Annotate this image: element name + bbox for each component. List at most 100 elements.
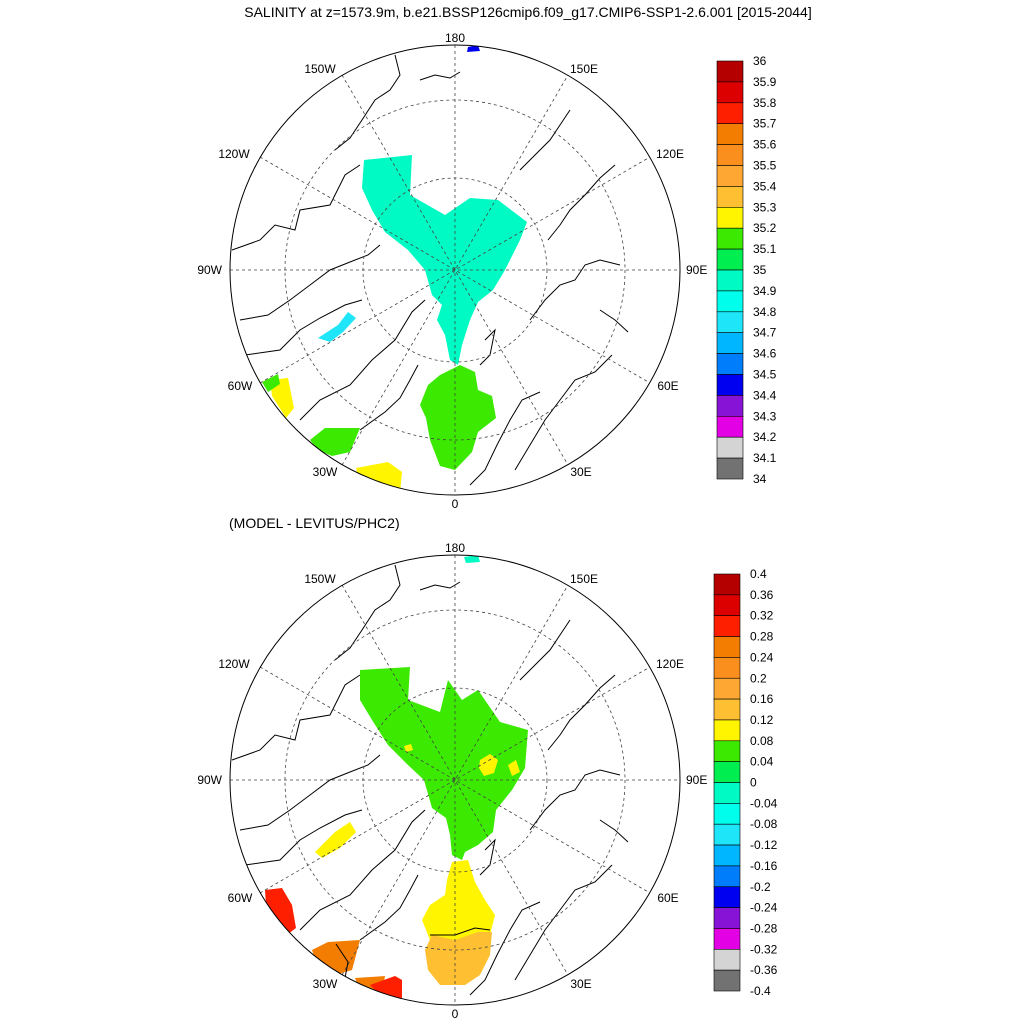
lon-label-30w: 30W <box>313 977 338 991</box>
baffin-bay-diff-field <box>315 822 356 858</box>
salinity-colorbar-swatch <box>716 353 744 375</box>
lon-label-60e: 60E <box>657 379 678 393</box>
salinity-colorbar-tick-label: 35.9 <box>753 75 777 89</box>
difference-colorbar-swatch <box>713 823 741 846</box>
salinity-colorbar-tick-label: 34.6 <box>753 347 777 361</box>
lon-label-150e: 150E <box>570 62 598 76</box>
positive-anomaly-patch <box>479 754 498 776</box>
salinity-colorbar-tick-label: 35.8 <box>753 96 777 110</box>
lon-label-180: 180 <box>445 31 465 45</box>
coastlines <box>231 564 629 996</box>
graticule <box>230 555 680 1005</box>
lon-label-30w: 30W <box>313 465 338 479</box>
salinity-colorbar-tick-label: 35.4 <box>753 179 777 193</box>
lon-label-120w: 120W <box>218 657 250 671</box>
lon-label-60e: 60E <box>657 891 678 905</box>
salinity-colorbar-swatch <box>716 227 744 250</box>
salinity-colorbar-swatch <box>716 332 744 354</box>
lon-label-90e: 90E <box>686 263 707 277</box>
lon-label-0: 0 <box>452 497 459 511</box>
difference-colorbar-swatch <box>713 948 741 971</box>
lon-label-150w: 150W <box>304 572 336 586</box>
nordic-seas-diff-field <box>422 860 495 950</box>
arctic-basin-field <box>362 155 527 365</box>
bering-strait-field <box>467 45 480 52</box>
difference-colorbar-tick-label: 0 <box>750 776 757 790</box>
difference-colorbar-swatch <box>713 782 741 804</box>
difference-colorbar-swatch <box>713 803 741 825</box>
difference-colorbar-swatch <box>713 719 741 742</box>
positive-anomaly-patch-east <box>508 760 520 776</box>
salinity-colorbar-swatch <box>716 248 744 271</box>
difference-colorbar-swatch <box>713 636 741 658</box>
difference-colorbar-swatch <box>713 573 741 596</box>
salinity-colorbar-tick-label: 34.5 <box>753 368 777 382</box>
difference-colorbar-swatch <box>713 740 741 762</box>
salinity-colorbar-tick-label: 34.7 <box>753 326 777 340</box>
map-boundary <box>229 554 681 1006</box>
salinity-colorbar-swatch <box>716 123 744 145</box>
salinity-colorbar-swatch <box>716 269 744 292</box>
difference-colorbar-swatch <box>713 907 741 929</box>
salinity-colorbar-tick-label: 35.3 <box>753 200 777 214</box>
difference-colorbar: 0.4 0.36 0.32 0.28 0.24 0.2 0.16 0.12 0.08 0.04 0 -… <box>713 567 778 998</box>
difference-colorbar-tick-label: 0.12 <box>750 713 774 727</box>
lon-label-60w: 60W <box>228 891 253 905</box>
difference-colorbar-tick-label: -0.12 <box>750 838 778 852</box>
difference-colorbar-swatch <box>713 677 741 700</box>
salinity-colorbar-swatch <box>716 290 744 313</box>
lon-label-180: 180 <box>445 541 465 555</box>
salinity-colorbar-tick-label: 35.7 <box>753 117 777 131</box>
difference-colorbar-tick-label: -0.28 <box>750 921 778 935</box>
difference-colorbar-swatch <box>713 761 741 783</box>
salinity-colorbar-swatch <box>716 457 744 480</box>
salinity-colorbar-swatch <box>716 415 744 438</box>
nordic-seas-lower-diff-field <box>425 932 492 985</box>
salinity-colorbar-tick-label: 35.5 <box>753 159 777 173</box>
irminger-sea-diff-field <box>312 940 360 975</box>
salinity-colorbar-swatch <box>716 436 744 459</box>
salinity-colorbar-swatch <box>716 60 744 83</box>
lon-label-0: 0 <box>452 1007 459 1021</box>
difference-colorbar-tick-label: -0.2 <box>750 880 771 894</box>
difference-colorbar-tick-label: 0.08 <box>750 734 774 748</box>
salinity-colorbar-tick-label: 34.9 <box>753 284 777 298</box>
baffin-bay-field <box>318 312 356 342</box>
salinity-colorbar-swatch <box>716 102 744 125</box>
salinity-colorbar-swatch <box>716 395 744 417</box>
salinity-colorbar-swatch <box>716 374 744 396</box>
salinity-map: 180 0 90W 90E 150W 150E 120W 120E 60W 60… <box>197 31 707 511</box>
lon-label-30e: 30E <box>570 465 591 479</box>
difference-colorbar-swatch <box>713 969 741 992</box>
iceland-basin-red-field <box>370 976 402 1000</box>
salinity-colorbar-swatch <box>716 186 744 208</box>
labrador-sea-edge-field <box>262 374 280 392</box>
salinity-colorbar-tick-label: 35 <box>753 263 767 277</box>
salinity-colorbar: 36 35.9 35.8 35.7 35.6 35.5 35.4 35.3 35.2 35.1 35… <box>716 54 777 486</box>
salinity-colorbar-tick-label: 35.2 <box>753 221 777 235</box>
lon-label-90e: 90E <box>686 773 707 787</box>
map-boundary <box>229 44 681 496</box>
fram-strait-field <box>420 365 496 470</box>
lon-label-120e: 120E <box>656 657 684 671</box>
salinity-colorbar-swatch <box>716 144 744 166</box>
salinity-colorbar-tick-label: 35.1 <box>753 242 777 256</box>
difference-colorbar-tick-label: -0.16 <box>750 859 778 873</box>
difference-colorbar-swatch <box>713 615 741 637</box>
irminger-sea-field <box>310 428 360 456</box>
salinity-colorbar-tick-label: 34.2 <box>753 430 777 444</box>
lon-label-60w: 60W <box>228 379 253 393</box>
difference-colorbar-tick-label: -0.32 <box>750 942 778 956</box>
salinity-colorbar-tick-label: 34.1 <box>753 451 777 465</box>
salinity-colorbar-tick-label: 34.3 <box>753 409 777 423</box>
salinity-colorbar-tick-label: 34.8 <box>753 305 777 319</box>
difference-colorbar-swatch <box>713 657 741 679</box>
difference-colorbar-tick-label: 0.24 <box>750 650 774 664</box>
salinity-colorbar-tick-label: 36 <box>753 54 767 68</box>
difference-colorbar-tick-label: -0.04 <box>750 796 778 810</box>
difference-colorbar-swatch <box>713 594 741 616</box>
difference-colorbar-tick-label: 0.4 <box>750 567 767 581</box>
arctic-basin-diff-field <box>360 667 528 860</box>
lon-label-120w: 120W <box>218 147 250 161</box>
